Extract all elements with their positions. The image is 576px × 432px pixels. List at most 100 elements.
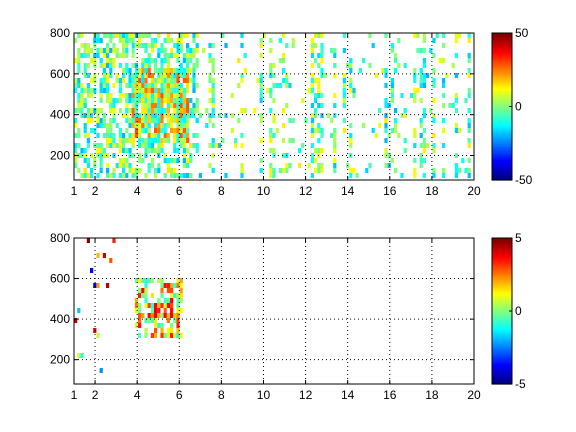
heatmap-cell <box>128 68 132 73</box>
heatmap-cell <box>144 143 148 148</box>
heatmap-cell <box>138 153 142 158</box>
heatmap-cell <box>314 78 318 83</box>
heatmap-cell <box>384 98 388 103</box>
heatmap-cell <box>195 43 199 48</box>
heatmap-cell <box>170 323 174 328</box>
heatmap-cell <box>333 158 337 163</box>
heatmap-cell <box>74 108 78 113</box>
heatmap-cell <box>131 173 135 178</box>
heatmap-cell <box>144 93 148 98</box>
heatmap-cell <box>109 123 113 128</box>
heatmap-cell <box>419 83 423 88</box>
heatmap-cell <box>112 43 116 48</box>
heatmap-cell <box>442 168 446 173</box>
heatmap-cell <box>157 298 161 303</box>
heatmap-cell <box>189 53 193 58</box>
heatmap-cell <box>96 118 100 123</box>
heatmap-cell <box>170 333 174 338</box>
heatmap-cell <box>320 68 324 73</box>
heatmap-cell <box>170 118 174 123</box>
colorbar-step <box>492 131 512 135</box>
heatmap-cell <box>259 93 263 98</box>
heatmap-cell <box>96 53 100 58</box>
heatmap-cell <box>144 63 148 68</box>
colorbar-step <box>492 78 512 82</box>
colorbar-step <box>492 37 512 41</box>
x-tick-label: 18 <box>425 184 439 198</box>
x-tick-label: 12 <box>299 184 313 198</box>
heatmap-cell <box>138 133 142 138</box>
heatmap-cell <box>352 168 356 173</box>
heatmap-cell <box>416 48 420 53</box>
colorbar-step <box>492 150 512 154</box>
colorbar-step <box>492 279 512 282</box>
heatmap-cell <box>150 103 154 108</box>
heatmap-cell <box>186 128 190 133</box>
heatmap-cell <box>122 158 126 163</box>
heatmap-cell <box>131 43 135 48</box>
colorbar-step <box>492 140 512 144</box>
heatmap-cell <box>186 138 190 143</box>
heatmap-cell <box>109 38 113 43</box>
heatmap-cell <box>422 73 426 78</box>
heatmap-cell <box>118 83 122 88</box>
heatmap-cell <box>288 83 292 88</box>
heatmap-cell <box>342 128 346 133</box>
heatmap-cell <box>93 38 97 43</box>
heatmap-cell <box>173 103 177 108</box>
heatmap-cell <box>144 278 148 283</box>
heatmap-cell <box>211 108 215 113</box>
heatmap-cell <box>458 128 462 133</box>
heatmap-cell <box>163 68 167 73</box>
heatmap-cell <box>166 288 170 293</box>
heatmap-cell <box>138 88 142 93</box>
heatmap-cell <box>157 88 161 93</box>
heatmap-cell <box>147 128 151 133</box>
heatmap-cell <box>106 168 110 173</box>
heatmap-cell <box>134 103 138 108</box>
heatmap-cell <box>138 303 142 308</box>
heatmap-cell <box>419 153 423 158</box>
heatmap-cell <box>314 128 318 133</box>
heatmap-cell <box>317 163 321 168</box>
heatmap-cell <box>269 108 273 113</box>
heatmap-cell <box>259 118 263 123</box>
heatmap-cell <box>176 298 180 303</box>
heatmap-cell <box>272 173 276 178</box>
heatmap-cell <box>291 43 295 48</box>
heatmap-cell <box>467 68 471 73</box>
heatmap-cell <box>80 93 84 98</box>
heatmap-cell <box>134 323 138 328</box>
colorbar-step <box>492 329 512 333</box>
colorbar-step <box>492 99 512 103</box>
heatmap-cell <box>134 93 138 98</box>
heatmap-cell <box>122 43 126 48</box>
heatmap-cell <box>243 108 247 113</box>
heatmap-cell <box>176 148 180 153</box>
heatmap-cell <box>138 318 142 323</box>
heatmap-cell <box>147 43 151 48</box>
colorbar-step <box>492 267 512 271</box>
heatmap-cell <box>160 293 164 298</box>
heatmap-cell <box>106 63 110 68</box>
heatmap-cell <box>131 113 135 118</box>
heatmap-cell <box>429 108 433 113</box>
x-tick-label: 14 <box>341 388 355 402</box>
heatmap-cell <box>150 83 154 88</box>
heatmap-cell <box>106 78 110 83</box>
heatmap-cell <box>189 143 193 148</box>
heatmap-cell <box>390 88 394 93</box>
heatmap-cell <box>125 128 129 133</box>
heatmap-cell <box>125 173 129 178</box>
heatmap-cell <box>400 173 404 178</box>
heatmap-cell <box>176 58 180 63</box>
heatmap-cell <box>86 53 90 58</box>
heatmap-cell <box>138 168 142 173</box>
heatmap-cell <box>163 78 167 83</box>
heatmap-cell <box>99 48 103 53</box>
heatmap-cell <box>186 58 190 63</box>
heatmap-cell <box>413 128 417 133</box>
heatmap-cell <box>288 163 292 168</box>
heatmap-cell <box>141 58 145 63</box>
heatmap-cell <box>109 143 113 148</box>
